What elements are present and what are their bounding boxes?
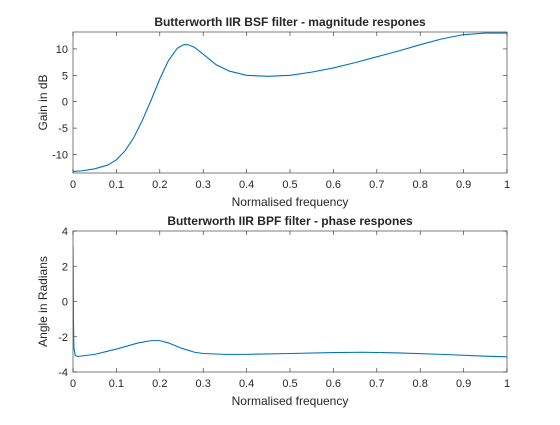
bottom-x-tick-label: 0.4 bbox=[239, 378, 254, 390]
top-x-tick-label: 0.8 bbox=[413, 179, 428, 191]
bottom-x-tick-label: 0.6 bbox=[326, 378, 341, 390]
bottom-chart-title: Butterworth IIR BPF filter - phase respo… bbox=[167, 214, 413, 228]
top-x-tick-label: 1 bbox=[504, 179, 510, 191]
bottom-x-tick-label: 0 bbox=[70, 378, 76, 390]
bottom-axes-box bbox=[72, 230, 508, 373]
top-x-tick-label: 0.5 bbox=[282, 179, 297, 191]
bottom-y-tick-label: -2 bbox=[58, 332, 68, 344]
top-chart-title: Butterworth IIR BSF filter - magnitude r… bbox=[154, 15, 426, 29]
bottom-x-tick-label: 0.2 bbox=[152, 378, 167, 390]
top-y-tick-label: 0 bbox=[62, 97, 68, 109]
top-x-tick-label: 0.9 bbox=[456, 179, 471, 191]
top-series-line bbox=[73, 32, 507, 172]
top-y-tick-label: -10 bbox=[52, 150, 68, 162]
bottom-x-tick-label: 0.7 bbox=[369, 378, 384, 390]
bottom-x-tick-label: 0.5 bbox=[282, 378, 297, 390]
top-y-tick-label: 5 bbox=[62, 70, 68, 82]
bottom-x-tick-label: 0.9 bbox=[456, 378, 471, 390]
top-x-tick-label: 0.3 bbox=[196, 179, 211, 191]
bottom-x-tick-label: 0.1 bbox=[109, 378, 124, 390]
bottom-x-axis-label: Normalised frequency bbox=[232, 394, 349, 408]
top-x-tick-label: 0.6 bbox=[326, 179, 341, 191]
top-x-tick-label: 0.7 bbox=[369, 179, 384, 191]
top-x-tick-label: 0.1 bbox=[109, 179, 124, 191]
bottom-y-tick-label: 2 bbox=[62, 261, 68, 273]
bottom-y-tick-label: 0 bbox=[62, 297, 68, 309]
bottom-y-tick-label: 4 bbox=[62, 226, 68, 238]
bottom-y-axis-label: Angle in Radians bbox=[36, 256, 50, 347]
top-y-tick-label: 10 bbox=[56, 44, 68, 56]
bottom-x-tick-label: 1 bbox=[504, 378, 510, 390]
bottom-series-line bbox=[73, 246, 507, 358]
top-x-axis-label: Normalised frequency bbox=[232, 195, 349, 209]
top-x-tick-label: 0.2 bbox=[152, 179, 167, 191]
bottom-x-tick-label: 0.3 bbox=[196, 378, 211, 390]
top-y-axis-label: Gain in dB bbox=[36, 74, 50, 130]
bottom-x-tick-label: 0.8 bbox=[413, 378, 428, 390]
top-x-tick-label: 0 bbox=[70, 179, 76, 191]
top-y-tick-label: -5 bbox=[58, 123, 68, 135]
top-x-tick-label: 0.4 bbox=[239, 179, 254, 191]
bottom-y-tick-label: -4 bbox=[58, 367, 68, 379]
top-axes-box bbox=[72, 31, 508, 174]
